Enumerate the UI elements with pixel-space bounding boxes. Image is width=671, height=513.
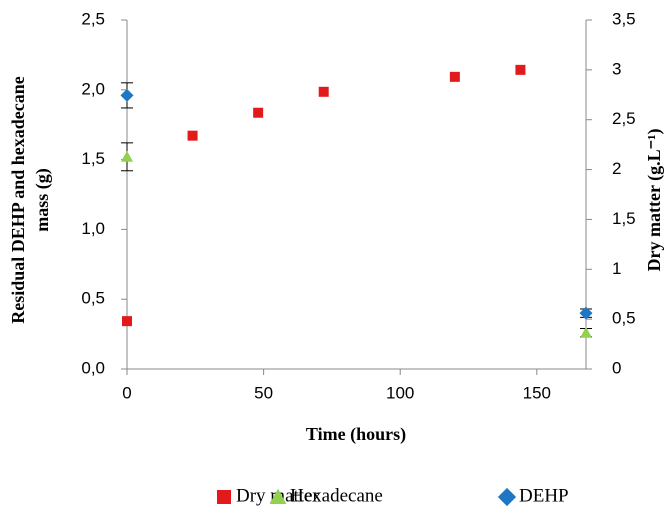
y2-tick-label: 3,5 xyxy=(612,9,636,28)
y-tick-label: 0,0 xyxy=(81,358,105,377)
y2-axis-title: Dry matter (g.L⁻¹) xyxy=(644,128,665,271)
y2-tick-label: 0 xyxy=(612,358,621,377)
y-tick-label: 1,5 xyxy=(81,149,105,168)
x-tick-label: 100 xyxy=(386,383,414,402)
y-axis-title: mass (g) xyxy=(32,168,53,232)
y2-tick-label: 2 xyxy=(612,159,621,178)
data-point xyxy=(579,306,593,320)
y2-tick-label: 0,5 xyxy=(612,309,636,328)
y-axis-title: Residual DEHP and hexadecane xyxy=(8,76,28,324)
y-tick-label: 0,5 xyxy=(81,289,105,308)
y-tick-label: 2,5 xyxy=(81,9,105,28)
x-tick-label: 0 xyxy=(122,383,131,402)
legend-marker xyxy=(497,487,517,507)
y2-tick-label: 1 xyxy=(612,259,621,278)
legend-label: DEHP xyxy=(519,485,569,506)
y-tick-label: 2,0 xyxy=(81,79,105,98)
y2-tick-label: 1,5 xyxy=(612,209,636,228)
data-point xyxy=(318,86,329,97)
data-point xyxy=(187,130,198,141)
x-tick-label: 50 xyxy=(254,383,273,402)
data-point xyxy=(580,326,592,338)
y-tick-label: 1,0 xyxy=(81,219,105,238)
y2-tick-label: 3 xyxy=(612,59,621,78)
data-point xyxy=(253,107,264,118)
y2-tick-label: 2,5 xyxy=(612,109,636,128)
data-point xyxy=(122,316,132,327)
data-point xyxy=(120,88,134,102)
legend-label: Hexadecane xyxy=(290,485,383,506)
x-axis-title: Time (hours) xyxy=(306,424,406,445)
data-point xyxy=(515,64,526,75)
data-point xyxy=(121,150,133,162)
legend-marker xyxy=(217,490,231,504)
legend-marker xyxy=(269,488,287,504)
data-point xyxy=(449,71,460,82)
x-tick-label: 150 xyxy=(523,383,551,402)
